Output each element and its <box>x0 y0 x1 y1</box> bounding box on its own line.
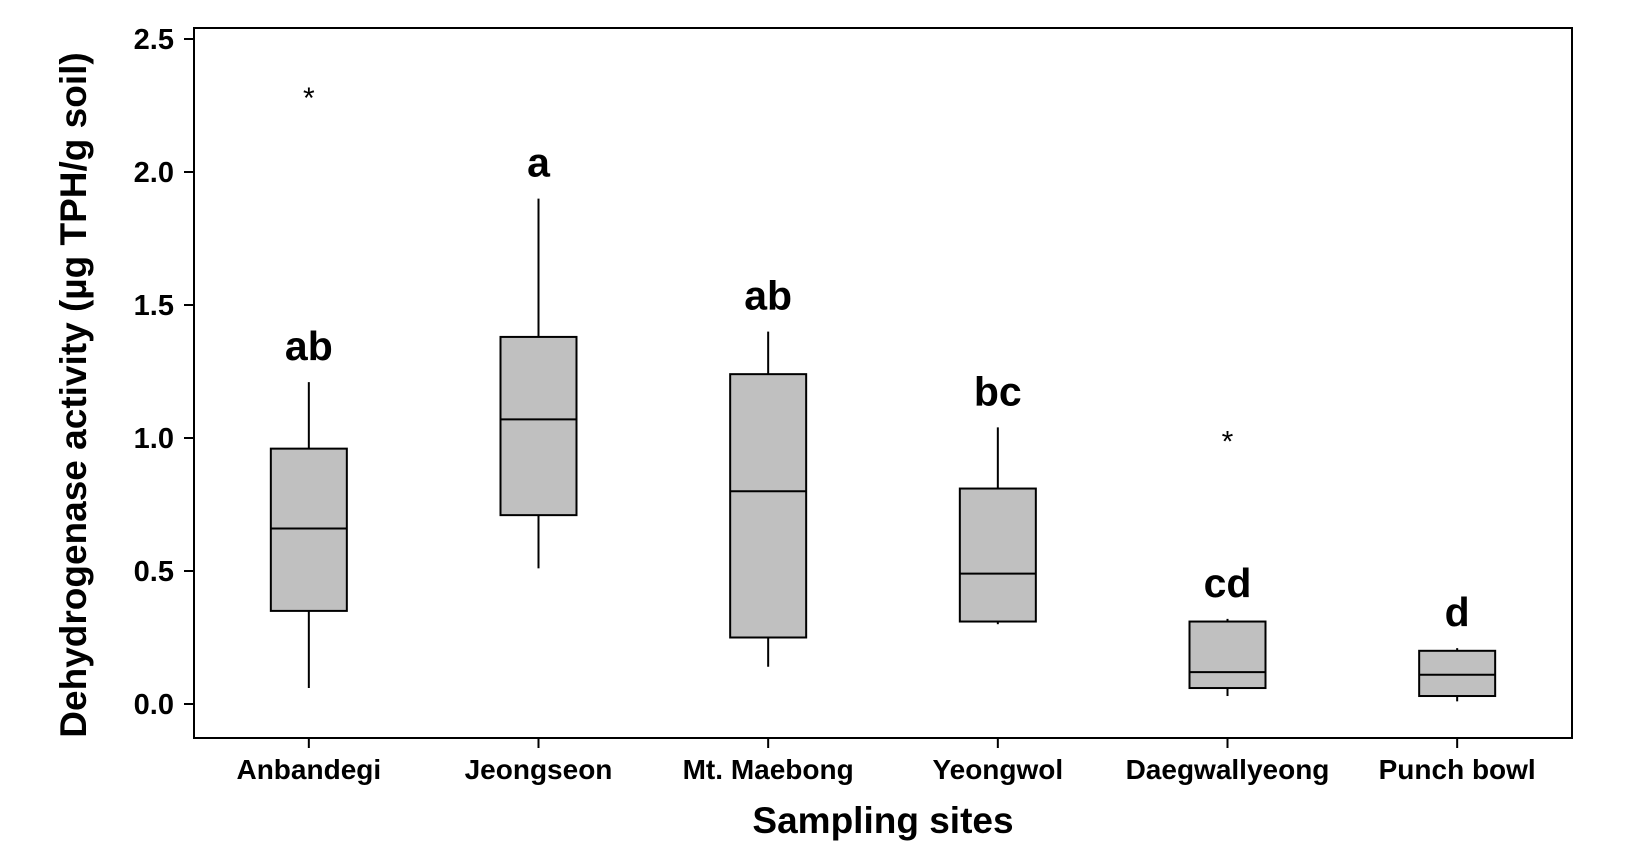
significance-letter: cd <box>1204 560 1252 606</box>
box-group: d <box>1418 589 1497 702</box>
x-tick-label: Anbandegi <box>236 754 381 785</box>
box-group: a <box>499 140 578 569</box>
y-tick-label: 2.0 <box>134 157 174 189</box>
box-body <box>1418 649 1497 698</box>
plot-frame <box>193 27 1573 739</box>
box-group: bc <box>958 368 1037 625</box>
box-group: * cd <box>1188 425 1267 697</box>
box-body <box>729 373 808 639</box>
significance-letter: ab <box>744 273 792 319</box>
x-tick-label: Daegwallyeong <box>1126 754 1330 785</box>
box-body <box>1188 620 1267 690</box>
box-series: * ab a ab bc * cd d <box>269 82 1497 702</box>
x-tick-label: Yeongwol <box>932 754 1063 785</box>
significance-letter: bc <box>974 368 1022 414</box>
x-tick-label: Jeongseon <box>465 754 613 785</box>
x-tick-label: Mt. Maebong <box>683 754 854 785</box>
box-group: * ab <box>269 82 348 689</box>
outlier-marker: * <box>1222 425 1234 458</box>
box-body <box>499 335 578 517</box>
y-tick-label: 1.0 <box>134 423 174 455</box>
y-tick-label: 1.5 <box>134 290 174 322</box>
y-tick-label: 2.5 <box>134 24 174 56</box>
box-body <box>958 487 1037 623</box>
box-group: ab <box>729 273 808 667</box>
x-tick-label: Punch bowl <box>1379 754 1536 785</box>
x-axis-title: Sampling sites <box>752 800 1013 841</box>
box-body <box>269 447 348 612</box>
x-axis: Anbandegi Jeongseon Mt. Maebong Yeongwol Dae… <box>236 738 1536 785</box>
y-tick-label: 0.5 <box>134 556 174 588</box>
outlier-marker: * <box>303 82 315 115</box>
y-tick-label: 0.0 <box>134 689 174 721</box>
y-axis-title: Dehydrogenase activity (µg TPH/g soil) <box>53 52 94 737</box>
y-axis: 0.0 0.5 1.0 1.5 2.0 2.5 <box>134 24 194 721</box>
significance-letter: d <box>1445 589 1470 635</box>
significance-letter: a <box>527 140 551 186</box>
significance-letter: ab <box>285 323 333 369</box>
